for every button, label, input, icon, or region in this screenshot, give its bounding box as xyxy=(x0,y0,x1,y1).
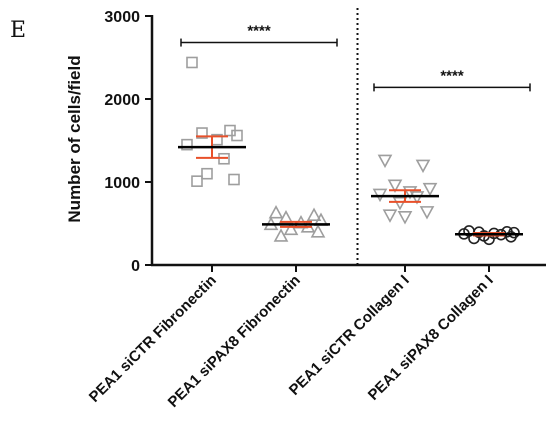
data-point-triangle-down xyxy=(382,209,398,223)
data-point-triangle-down xyxy=(392,196,408,211)
data-point-triangle-up xyxy=(306,207,322,221)
data-point-square xyxy=(228,173,240,186)
data-point-triangle-down xyxy=(422,182,438,197)
data-point-triangle-up xyxy=(310,224,326,238)
data-point-triangle-down xyxy=(397,211,413,225)
data-point-square xyxy=(201,167,213,180)
data-point-triangle-down xyxy=(387,179,403,193)
data-point-circle xyxy=(505,230,517,243)
y-axis-label: Number of cells/field xyxy=(65,55,84,222)
significance-label: **** xyxy=(247,23,271,40)
significance-label: **** xyxy=(440,67,464,84)
y-tick-label: 3000 xyxy=(104,9,140,26)
data-point-triangle-down xyxy=(409,191,425,205)
data-point-triangle-down xyxy=(377,154,393,169)
data-point-square xyxy=(196,127,208,139)
data-point-square xyxy=(191,175,203,187)
data-point-square xyxy=(186,56,198,69)
data-point-triangle-down xyxy=(415,159,431,174)
y-tick-label: 2000 xyxy=(104,92,140,109)
data-point-triangle-up xyxy=(268,205,284,219)
y-tick-label: 1000 xyxy=(104,175,140,192)
data-point-triangle-up xyxy=(273,228,289,242)
data-point-square xyxy=(181,138,193,151)
data-point-triangle-down xyxy=(419,206,435,220)
panel-label: E xyxy=(10,18,26,43)
y-tick-label: 0 xyxy=(131,258,140,275)
data-point-square xyxy=(231,129,243,142)
data-point-triangle-up xyxy=(283,221,299,236)
